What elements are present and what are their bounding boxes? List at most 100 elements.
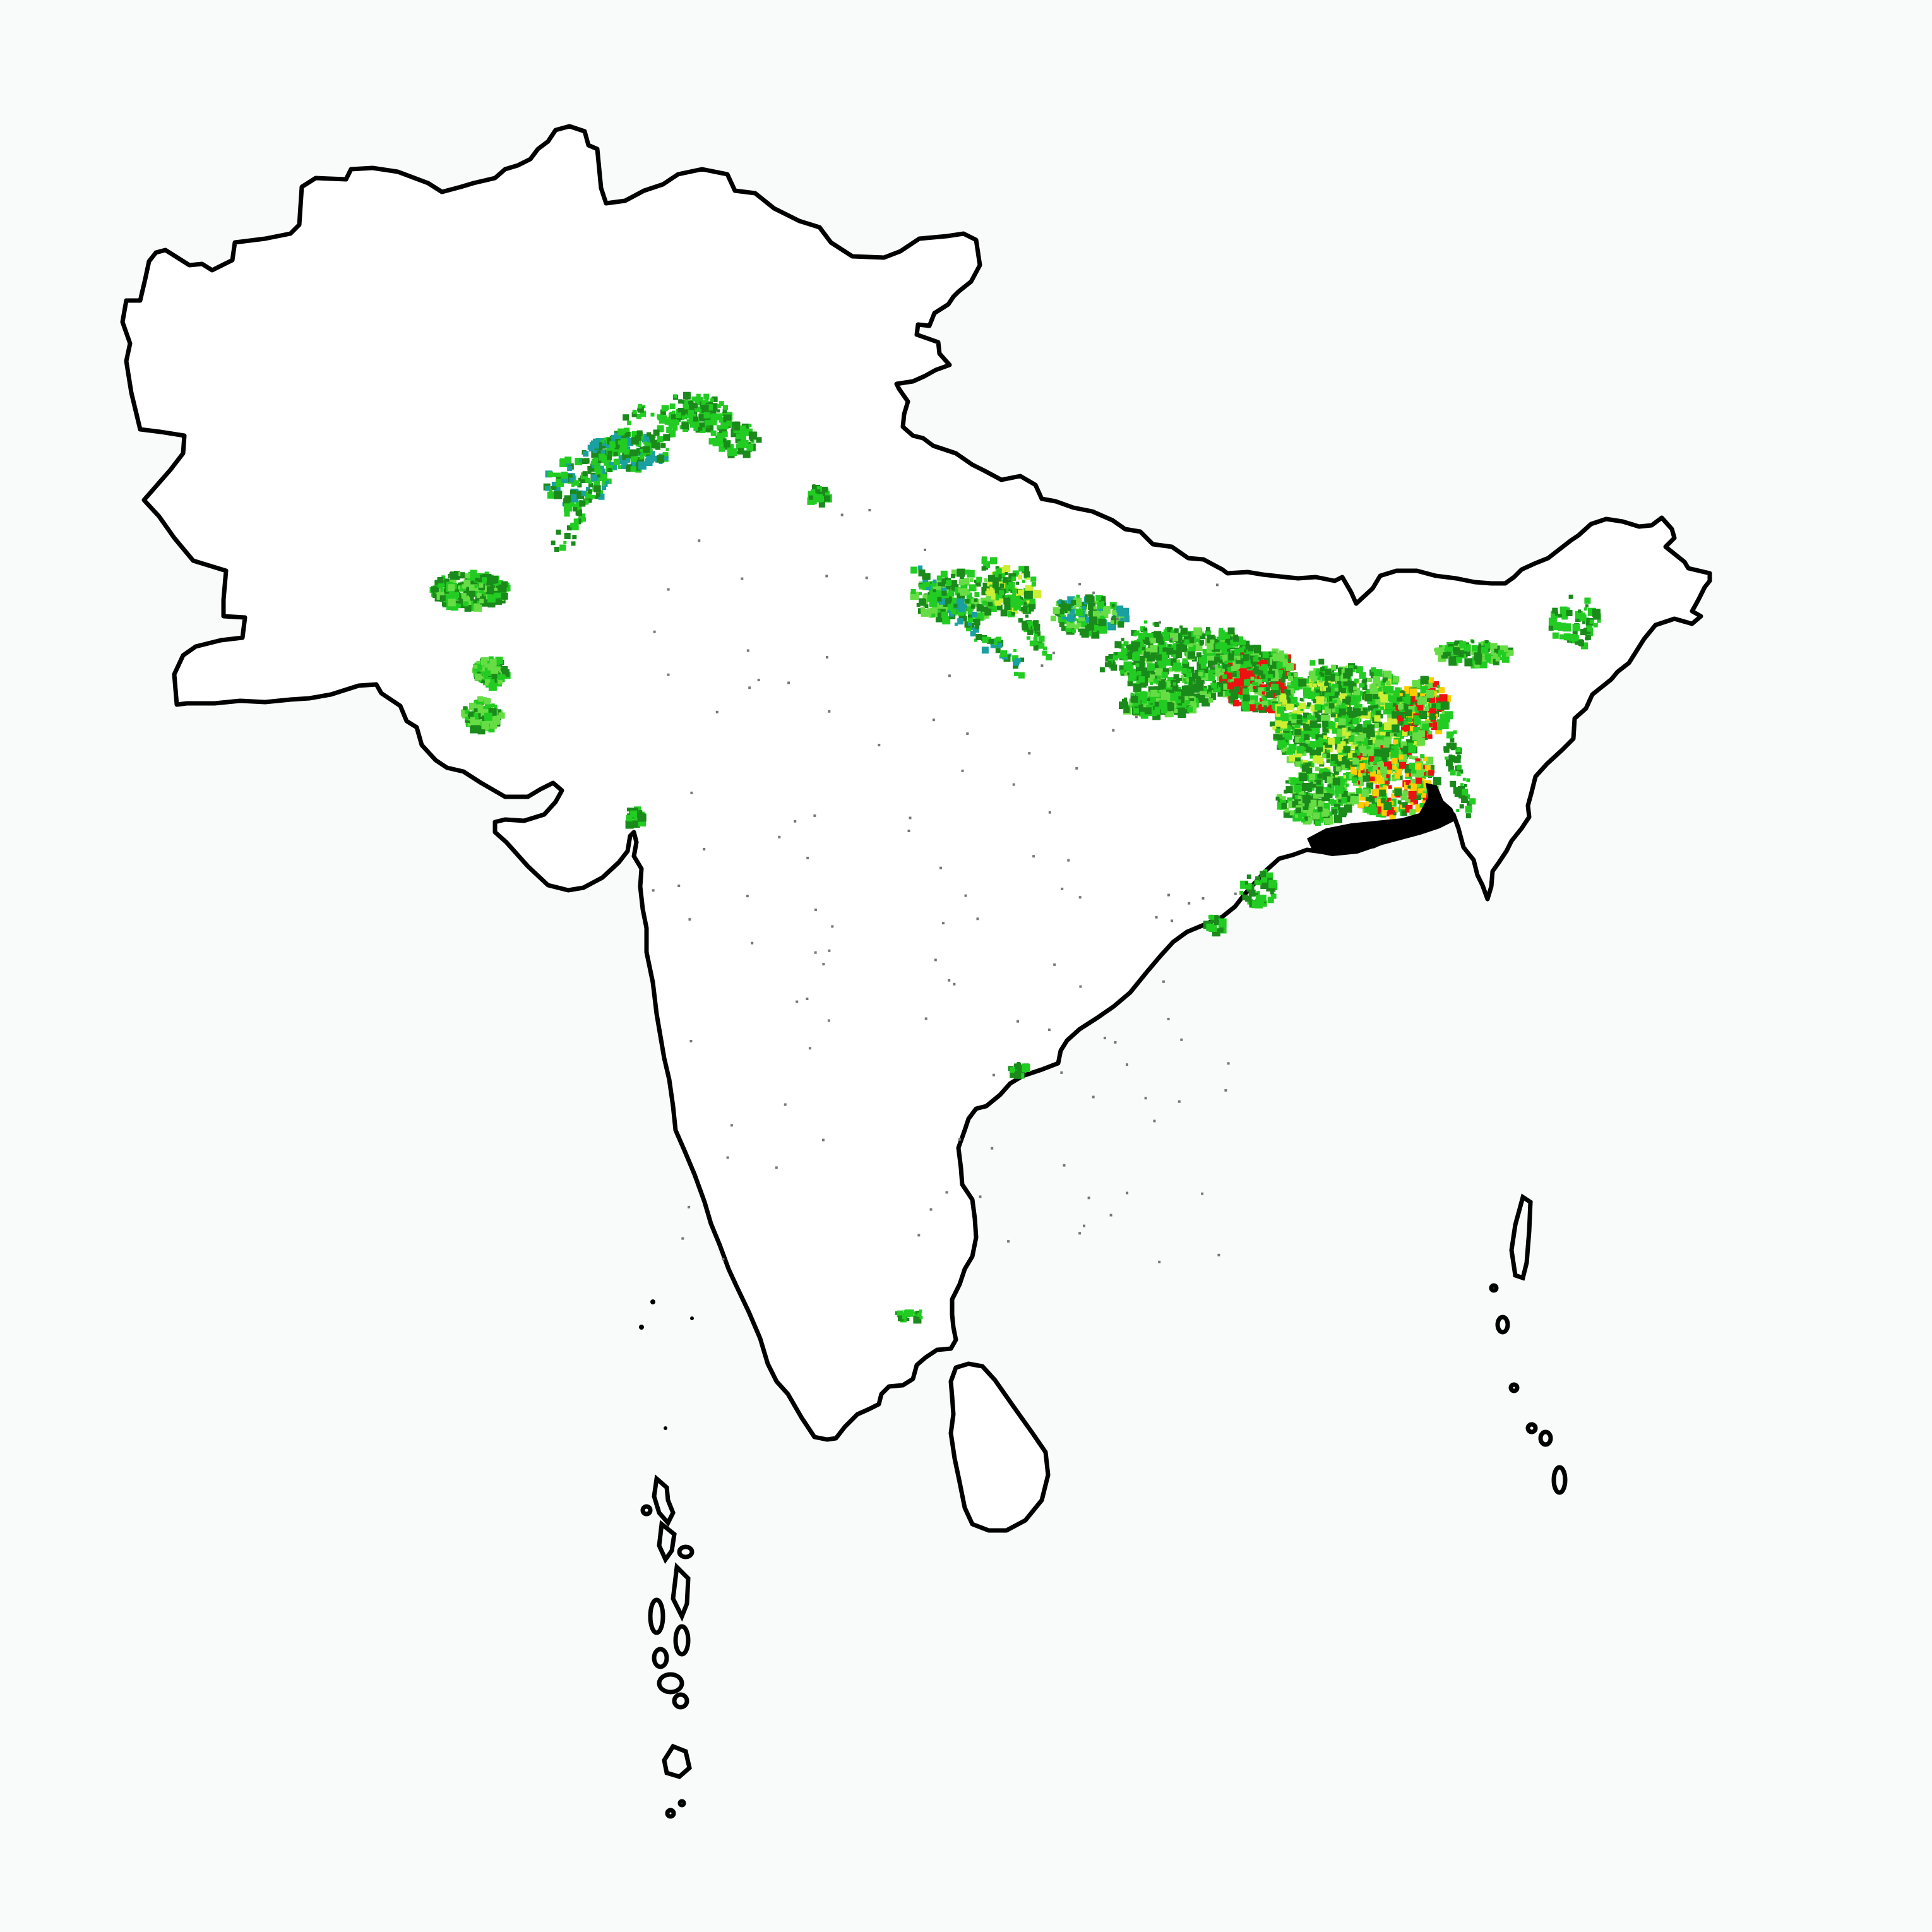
data-pixel <box>1328 673 1335 681</box>
data-pixel <box>1253 656 1258 662</box>
data-pixel <box>1357 802 1364 808</box>
data-pixel <box>1375 710 1381 716</box>
data-pixel <box>491 589 497 595</box>
data-pixel <box>1325 676 1330 681</box>
data-pixel <box>1127 681 1133 687</box>
data-pixel <box>1238 664 1243 669</box>
data-pixel <box>567 466 573 472</box>
data-pixel <box>1410 771 1417 777</box>
data-pixel <box>1483 641 1491 649</box>
data-pixel <box>980 597 986 604</box>
data-pixel <box>1415 758 1421 764</box>
data-pixel <box>1274 678 1281 685</box>
data-pixel <box>1013 648 1017 652</box>
data-pixel <box>479 599 484 604</box>
data-pixel <box>1412 680 1421 689</box>
data-pixel <box>1324 683 1330 688</box>
data-pixel <box>1210 639 1215 644</box>
data-pixel <box>561 472 568 479</box>
data-pixel <box>742 450 751 458</box>
data-pixel <box>600 450 605 455</box>
data-pixel <box>1275 715 1282 722</box>
data-pixel <box>1323 809 1330 816</box>
data-pixel <box>1388 691 1395 698</box>
data-pixel <box>703 412 710 419</box>
data-pixel <box>746 443 754 451</box>
data-pixel <box>1224 652 1229 657</box>
data-pixel <box>665 448 669 451</box>
data-pixel <box>1330 677 1335 682</box>
data-pixel <box>1257 667 1261 672</box>
data-pixel <box>1338 799 1342 803</box>
data-pixel <box>1155 710 1159 715</box>
data-pixel <box>578 477 582 482</box>
data-pixel <box>1244 881 1248 885</box>
data-pixel <box>1334 690 1340 696</box>
data-pixel <box>1343 738 1349 744</box>
data-speck <box>1216 583 1219 587</box>
data-pixel <box>1184 639 1190 645</box>
data-pixel <box>461 593 467 599</box>
data-pixel <box>1417 788 1423 794</box>
data-pixel <box>818 496 825 502</box>
data-pixel <box>1243 704 1250 712</box>
data-pixel <box>1172 650 1176 654</box>
data-pixel <box>488 656 494 662</box>
data-pixel <box>1481 647 1488 654</box>
data-pixel <box>1253 686 1256 689</box>
data-pixel <box>716 425 721 430</box>
data-pixel <box>601 480 607 486</box>
data-pixel <box>916 603 921 607</box>
data-pixel <box>1140 691 1148 700</box>
data-pixel <box>1375 699 1381 705</box>
data-pixel <box>1369 761 1374 766</box>
data-pixel <box>638 404 643 408</box>
data-pixel <box>984 608 992 616</box>
data-pixel <box>1424 707 1429 712</box>
data-pixel <box>1450 653 1454 657</box>
data-pixel <box>1304 747 1308 751</box>
data-pixel <box>1294 784 1302 792</box>
data-pixel <box>684 400 689 405</box>
data-pixel <box>1334 759 1339 764</box>
data-pixel <box>1255 655 1258 659</box>
data-speck <box>942 922 945 925</box>
data-pixel <box>631 456 637 462</box>
data-pixel <box>1467 801 1472 806</box>
data-pixel <box>1393 733 1397 737</box>
data-pixel <box>1223 643 1229 649</box>
andaman-north <box>1509 1193 1533 1281</box>
data-pixel <box>1302 808 1307 813</box>
data-pixel <box>1073 617 1077 621</box>
data-pixel <box>994 587 1001 593</box>
data-pixel <box>686 414 689 418</box>
data-pixel <box>1128 704 1131 708</box>
data-pixel <box>1356 666 1363 674</box>
data-pixel <box>1161 707 1167 713</box>
data-pixel <box>593 485 601 492</box>
data-pixel <box>1410 802 1414 806</box>
data-pixel <box>993 641 997 645</box>
data-pixel <box>1313 699 1318 704</box>
data-pixel <box>1213 685 1221 693</box>
data-pixel <box>737 448 744 455</box>
data-speck <box>1234 892 1237 895</box>
data-pixel <box>1325 679 1328 683</box>
data-speck <box>1092 591 1095 594</box>
data-pixel <box>501 581 508 588</box>
data-pixel <box>1333 736 1341 744</box>
lakshadweep-island-1 <box>650 1299 655 1304</box>
data-pixel <box>1426 712 1431 717</box>
data-pixel <box>599 468 605 475</box>
data-pixel <box>671 414 676 420</box>
data-pixel <box>1130 673 1137 680</box>
data-pixel <box>1325 669 1332 676</box>
data-pixel <box>1171 629 1178 636</box>
data-pixel <box>1446 731 1453 739</box>
data-pixel <box>636 414 641 419</box>
data-pixel <box>1408 790 1417 799</box>
data-pixel <box>1061 603 1067 609</box>
data-speck <box>1180 1038 1183 1041</box>
data-pixel <box>999 573 1005 579</box>
data-pixel <box>1377 680 1384 687</box>
